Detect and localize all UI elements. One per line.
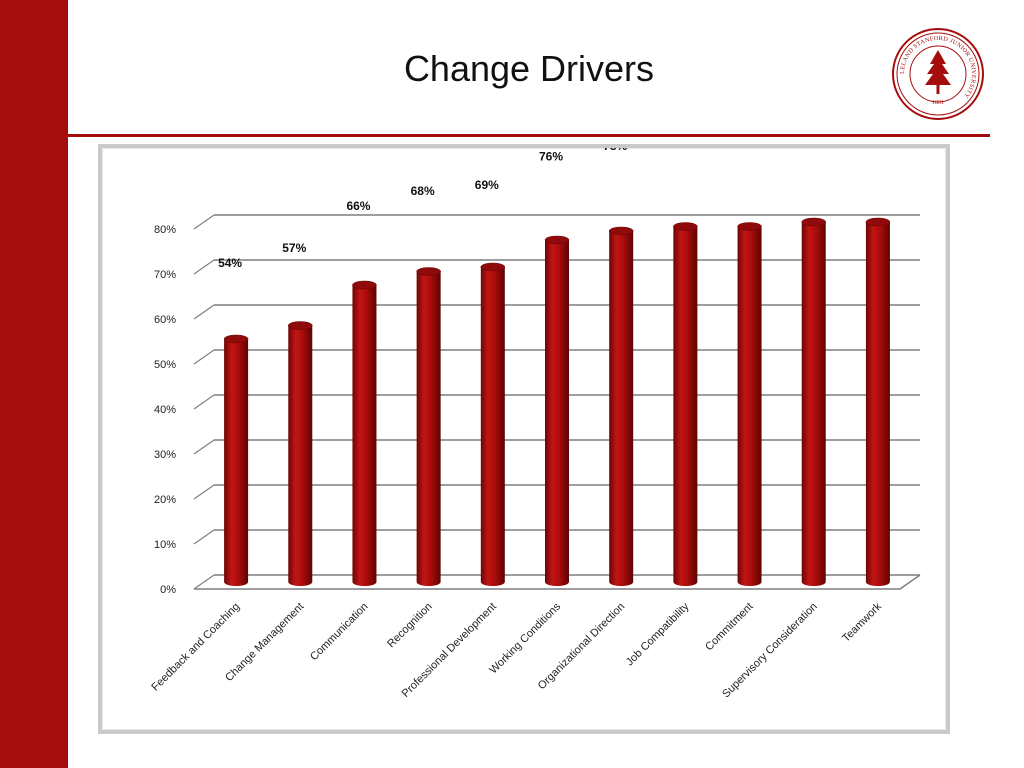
chart-frame: 0% 10% 20% 30% 40% 50% 60% 70% 80% 54% 57% 66% 68% 6… — [98, 144, 950, 734]
bar-body — [801, 222, 826, 586]
bar — [223, 334, 249, 586]
category-label: Communication — [308, 601, 371, 664]
y-tick-label: 10% — [154, 539, 176, 551]
slide-title: Change Drivers — [403, 48, 655, 89]
bar-top — [865, 217, 891, 227]
bar-body — [737, 226, 762, 586]
title-divider — [68, 134, 990, 137]
bar — [480, 262, 506, 586]
data-labels: 54%57%66%68%69%76%78%79%79%80%80% — [218, 148, 627, 270]
y-tick-label: 30% — [154, 449, 176, 461]
bar-body — [352, 285, 377, 586]
floor-edge — [194, 574, 921, 590]
gridline-side — [193, 529, 215, 545]
bar — [544, 235, 570, 586]
bar-top — [480, 262, 506, 272]
y-tick-label: 70% — [154, 269, 176, 281]
bar — [288, 321, 313, 586]
bar — [865, 217, 891, 586]
bar-top — [352, 280, 377, 290]
bar-body — [865, 222, 890, 586]
bar — [673, 222, 698, 586]
bar-top — [223, 334, 249, 344]
bar-body — [545, 240, 569, 586]
bar-top — [544, 235, 570, 245]
side-accent-bar — [0, 0, 68, 768]
data-label: 57% — [282, 241, 306, 255]
bar-top — [416, 267, 441, 276]
bar-top — [673, 222, 698, 231]
gridline-side — [193, 574, 215, 590]
bar-body — [480, 267, 505, 586]
gridline-side — [193, 439, 215, 455]
bar — [416, 267, 441, 586]
seal-year: 1891 — [932, 100, 944, 106]
y-tick-label: 40% — [154, 404, 176, 416]
data-label: 78% — [603, 148, 627, 153]
data-label: 66% — [346, 199, 370, 213]
y-tick-label: 20% — [154, 494, 176, 506]
category-label: Job Compatibility — [624, 600, 692, 668]
gridline-side — [193, 349, 215, 365]
category-label: Teamwork — [840, 600, 884, 644]
gridline-side — [193, 304, 215, 320]
gridline-side — [193, 484, 215, 500]
bar-top — [608, 226, 634, 236]
gridline-side — [193, 259, 215, 275]
category-label: Commitment — [703, 601, 756, 654]
bar-body — [288, 325, 313, 586]
bar-body — [416, 271, 441, 586]
y-tick-label: 80% — [154, 224, 176, 236]
category-label: Working Conditions — [487, 600, 563, 676]
y-tick-label: 0% — [160, 584, 176, 596]
bar-chart: 0% 10% 20% 30% 40% 50% 60% 70% 80% 54% 57% 66% 68% 6… — [149, 148, 921, 700]
y-axis-ticks: 0% 10% 20% 30% 40% 50% 60% 70% 80% — [154, 224, 176, 596]
data-label: 68% — [411, 184, 435, 198]
bar — [801, 217, 826, 586]
y-tick-label: 60% — [154, 314, 176, 326]
category-label: Recognition — [385, 601, 435, 651]
data-label: 54% — [218, 256, 242, 270]
bar-body — [224, 339, 249, 586]
bar — [352, 280, 377, 586]
bar — [608, 226, 634, 586]
bar-body — [673, 226, 698, 586]
bar-body — [609, 231, 634, 586]
bar — [737, 222, 762, 586]
bars — [223, 217, 891, 586]
stanford-seal-icon: LELAND STANFORD JUNIOR UNIVERSITY 1891 — [888, 24, 988, 124]
bar-top — [737, 222, 762, 231]
gridline-side — [193, 394, 215, 410]
bar-top — [288, 321, 313, 330]
data-label: 69% — [475, 178, 499, 192]
bar-top — [801, 217, 826, 227]
data-label: 76% — [539, 150, 563, 164]
gridline-side — [193, 214, 215, 230]
y-tick-label: 50% — [154, 359, 176, 371]
